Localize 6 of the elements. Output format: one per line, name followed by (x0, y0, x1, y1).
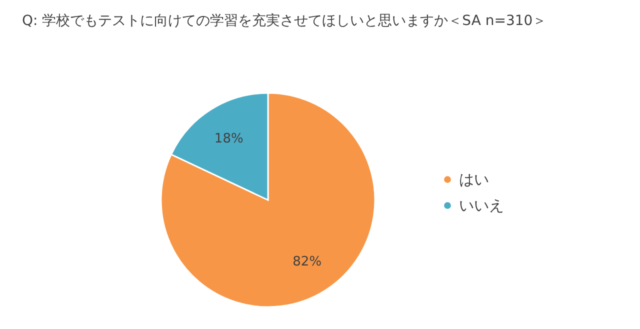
chart-title: Q: 学校でもテストに向けての学習を充実させてほしいと思いますか＜SA n=310＞ (22, 13, 547, 29)
data-label: 82% (292, 254, 322, 270)
legend-label: いいえ (459, 196, 504, 214)
pie-slice (160, 92, 376, 308)
data-label: 18% (214, 131, 244, 146)
legend-label: はい (459, 170, 489, 188)
